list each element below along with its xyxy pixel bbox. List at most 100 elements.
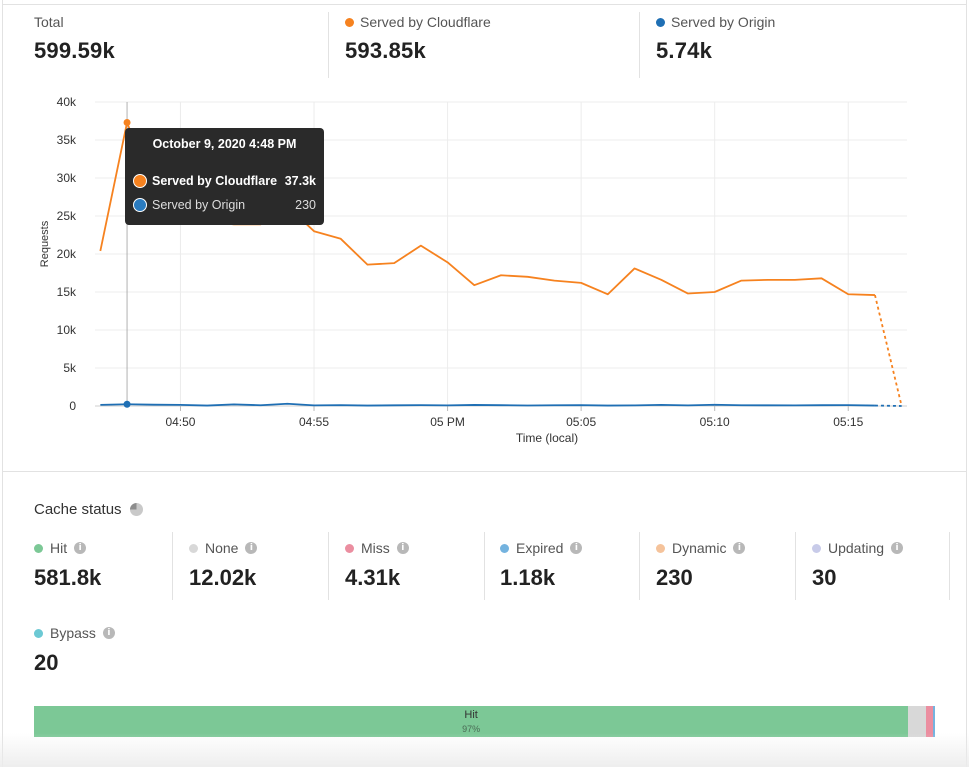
legend-dot-updating [812, 543, 821, 553]
cache-stat-miss[interactable]: Miss i 4.31k [345, 540, 409, 591]
cache-stat-label: Expired [516, 540, 564, 556]
x-tick-label: 05:15 [833, 415, 863, 429]
y-tick-label: 35k [57, 133, 77, 147]
cache-bar-segment[interactable] [932, 706, 935, 737]
legend-dot-hit [34, 543, 43, 553]
legend-dot-dynamic [656, 543, 665, 553]
cache-stat-value: 4.31k [345, 565, 401, 590]
tooltip-dot-cloudflare [133, 174, 147, 188]
hover-point [123, 119, 131, 127]
y-tick-label: 10k [57, 323, 77, 337]
info-icon[interactable]: i [74, 542, 87, 554]
cache-stat-label: Bypass [50, 625, 96, 641]
y-tick-label: 20k [57, 247, 77, 261]
card-top-border [2, 4, 967, 5]
info-icon[interactable]: i [102, 627, 115, 639]
x-tick-label: 05:10 [700, 415, 730, 429]
cache-stat-dynamic[interactable]: Dynamic i 230 [656, 540, 746, 591]
divider [328, 12, 329, 78]
hover-point [123, 400, 131, 408]
cache-bar-segment[interactable]: Hit 97% [34, 706, 909, 737]
series-partial-segment [874, 294, 903, 407]
x-tick-label: 05:05 [566, 415, 596, 429]
stat-origin[interactable]: Served by Origin 5.74k [656, 14, 775, 64]
x-tick-label: 04:50 [165, 415, 195, 429]
stat-total: Total 599.59k [34, 14, 115, 64]
chart-tooltip: October 9, 2020 4:48 PM Served by Cloudf… [125, 128, 324, 225]
cache-bar-segment[interactable] [926, 706, 933, 737]
legend-dot-origin [656, 17, 665, 27]
cache-stat-value: 30 [812, 565, 837, 590]
legend-dot-bypass [34, 628, 43, 638]
stat-cloudflare[interactable]: Served by Cloudflare 593.85k [345, 14, 491, 64]
cache-status-heading: Cache status [34, 501, 143, 518]
divider [639, 532, 640, 600]
y-tick-label: 15k [57, 285, 77, 299]
cache-stat-label: Updating [828, 540, 885, 556]
legend-dot-expired [500, 543, 509, 553]
y-tick-label: 25k [57, 209, 77, 223]
divider [639, 12, 640, 78]
divider [484, 532, 485, 600]
cache-stat-updating[interactable]: Updating i 30 [812, 540, 904, 591]
cache-stat-hit[interactable]: Hit i 581.8k [34, 540, 101, 591]
stat-cloudflare-value: 593.85k [345, 38, 426, 63]
y-tick-label: 5k [63, 361, 77, 375]
cache-bar-label: Hit [464, 709, 478, 721]
legend-dot-miss [345, 543, 354, 553]
cache-stat-label: Miss [361, 540, 390, 556]
stat-total-value: 599.59k [34, 38, 115, 63]
section-divider [2, 471, 967, 472]
y-tick-label: 40k [57, 95, 77, 109]
y-axis-title: Requests [39, 220, 51, 267]
divider [328, 532, 329, 600]
tooltip-title: October 9, 2020 4:48 PM [152, 137, 297, 151]
divider [949, 532, 950, 600]
cache-stat-bypass[interactable]: Bypass i 20 [34, 625, 115, 676]
tooltip-value: 37.3k [284, 174, 316, 188]
info-icon[interactable]: i [570, 542, 583, 554]
stat-origin-label: Served by Origin [671, 14, 776, 30]
cache-stat-value: 581.8k [34, 565, 102, 590]
x-axis-title: Time (local) [516, 431, 578, 445]
stat-origin-value: 5.74k [656, 38, 713, 63]
cache-stat-value: 20 [34, 650, 59, 675]
pie-chart-icon[interactable] [129, 503, 143, 516]
cache-stat-value: 1.18k [500, 565, 556, 590]
y-tick-label: 30k [57, 171, 77, 185]
tooltip-name: Served by Cloudflare [152, 174, 278, 188]
cache-status-bar[interactable]: Hit 97% [34, 706, 935, 737]
tooltip-value: 230 [295, 198, 316, 212]
x-tick-label: 05 PM [430, 415, 465, 429]
cache-status-title: Cache status [34, 501, 122, 518]
series-line-origin [100, 402, 875, 407]
cache-stat-value: 230 [656, 565, 693, 590]
divider [172, 532, 173, 600]
tooltip-dot-origin [133, 198, 147, 212]
stat-total-label: Total [34, 14, 64, 30]
info-icon[interactable]: i [245, 542, 258, 554]
cache-bar-segment[interactable] [908, 706, 927, 737]
info-icon[interactable]: i [396, 542, 409, 554]
stat-cloudflare-label: Served by Cloudflare [360, 14, 491, 30]
requests-line-chart[interactable]: 0 5k 10k 15k 20k 25k 30k 35k 40k 04:50 04:55 05 PM 0… [0, 88, 969, 458]
info-icon[interactable]: i [891, 542, 904, 554]
y-tick-label: 0 [69, 399, 76, 413]
cache-stat-value: 12.02k [189, 565, 257, 590]
cache-stat-label: Hit [50, 540, 68, 556]
tooltip-row-cloudflare: Served by Cloudflare 37.3k [133, 174, 316, 188]
x-tick-label: 04:55 [299, 415, 329, 429]
divider [795, 532, 796, 600]
cache-bar-percent: 97% [462, 724, 481, 734]
info-icon[interactable]: i [733, 542, 746, 554]
legend-dot-cloudflare [345, 17, 354, 27]
cache-stat-label: Dynamic [672, 540, 727, 556]
cache-stat-label: None [205, 540, 239, 556]
cache-stat-expired[interactable]: Expired i 1.18k [500, 540, 583, 591]
tooltip-row-origin: Served by Origin 230 [133, 198, 316, 212]
tooltip-name: Served by Origin [152, 198, 246, 212]
bottom-fade [0, 733, 969, 767]
legend-dot-none [189, 543, 198, 553]
cache-stat-none[interactable]: None i 12.02k [189, 540, 258, 591]
